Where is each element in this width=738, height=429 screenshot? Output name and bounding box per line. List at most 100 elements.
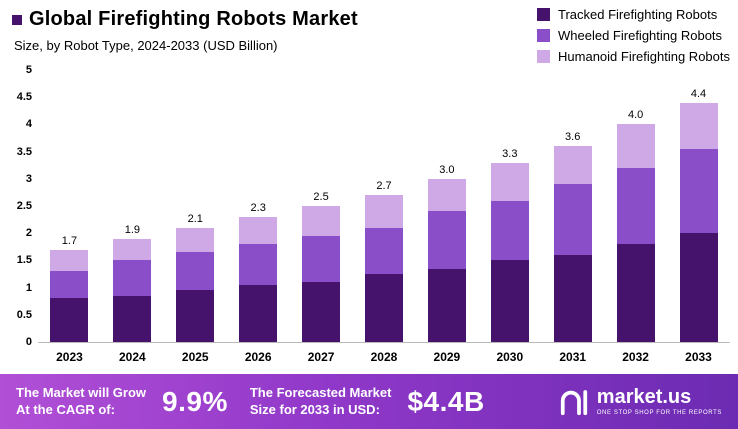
bar-stack: [490, 162, 529, 342]
bar-total-label: 3.3: [502, 147, 518, 160]
brand-logo: market.us ONE STOP SHOP FOR THE REPORTS: [559, 386, 722, 417]
bar-segment-humanoid: [364, 195, 403, 228]
y-tick-label: 3: [25, 172, 32, 185]
bar-total-label: 1.9: [124, 223, 140, 236]
y-tick-label: 2: [25, 227, 32, 240]
bar-column: 2.5: [290, 191, 353, 342]
bar-segment-wheeled: [679, 148, 718, 234]
forecast-value: $4.4B: [407, 385, 485, 417]
plot-area: 1.7 1.9 2.1 2.3 2.5 2.7 3.0 3.3 3.6 4.0 4.4: [38, 70, 730, 343]
bar-segment-tracked: [679, 233, 718, 342]
bar-stack: [364, 195, 403, 342]
bar-total-label: 2.7: [376, 180, 392, 193]
bar-segment-tracked: [616, 244, 655, 342]
brand-name: market.us: [596, 386, 692, 409]
bar-segment-wheeled: [113, 260, 152, 296]
bar-total-label: 4.4: [690, 87, 707, 100]
bar-total-label: 3.0: [439, 163, 455, 176]
x-tick-label: 2028: [370, 350, 398, 364]
bar-segment-wheeled: [239, 244, 278, 285]
bar-stack: [176, 227, 215, 342]
forecast-label: The Forecasted Market Size for 2033 in U…: [250, 385, 392, 419]
legend-label-humanoid: Humanoid Firefighting Robots: [558, 49, 730, 64]
bar-segment-tracked: [364, 274, 403, 342]
bar-segment-wheeled: [490, 200, 529, 261]
bar-stack: [113, 238, 152, 342]
bar-segment-tracked: [427, 268, 466, 342]
legend-swatch-tracked-icon: [537, 8, 551, 21]
y-tick-label: 4: [25, 118, 32, 131]
bar-stack: [679, 102, 718, 342]
legend-item-wheeled: Wheeled Firefighting Robots: [537, 28, 730, 43]
chart-area: 0 0.5 1 1.5 2 2.5 3 3.5 4 4.5 5 1.7 1.9 2.1 2.3 2.5 2.7…: [8, 64, 730, 364]
y-tick-label: 0.5: [16, 308, 32, 321]
x-tick-label: 2032: [622, 350, 649, 364]
bar-stack: [427, 178, 466, 342]
bar-total-label: 2.1: [187, 212, 203, 225]
chart-header: Global Firefighting Robots Market Size, …: [12, 8, 358, 53]
cagr-value: 9.9%: [162, 385, 228, 417]
bar-total-label: 1.7: [61, 234, 78, 247]
bar-segment-wheeled: [364, 227, 403, 274]
x-tick-label: 2029: [433, 350, 461, 364]
bar-segment-humanoid: [50, 249, 89, 272]
x-tick-label: 2027: [307, 350, 335, 364]
y-tick-label: 1: [25, 281, 32, 294]
bar-segment-humanoid: [176, 227, 215, 253]
bar-segment-wheeled: [50, 271, 89, 299]
y-axis: 0 0.5 1 1.5 2 2.5 3 3.5 4 4.5 5: [8, 64, 38, 348]
bar-segment-humanoid: [113, 238, 152, 261]
bar-segment-humanoid: [553, 146, 592, 185]
x-tick-label: 2026: [244, 350, 272, 364]
page-title: Global Firefighting Robots Market: [29, 8, 358, 30]
x-tick-label: 2025: [181, 350, 209, 364]
legend-label-tracked: Tracked Firefighting Robots: [558, 7, 718, 22]
y-tick-label: 1.5: [16, 254, 32, 267]
bar-segment-tracked: [239, 284, 278, 342]
bar-stack: [302, 206, 341, 342]
bar-segment-humanoid: [616, 124, 655, 168]
bar-column: 3.3: [478, 147, 541, 342]
bar-segment-tracked: [50, 298, 89, 342]
bar-stack: [50, 249, 89, 342]
cagr-label-line2: At the CAGR of:: [16, 401, 115, 417]
x-tick-label: 2023: [56, 350, 83, 364]
x-tick-label: 2033: [685, 350, 712, 364]
bar-total-label: 2.5: [313, 191, 329, 204]
y-tick-label: 5: [25, 64, 32, 76]
bar-column: 3.6: [541, 131, 604, 342]
bar-segment-wheeled: [427, 211, 466, 269]
x-tick-label: 2024: [119, 350, 146, 364]
bar-segment-humanoid: [302, 206, 341, 236]
bar-segment-wheeled: [616, 167, 655, 245]
legend-item-humanoid: Humanoid Firefighting Robots: [537, 49, 730, 64]
bar-segment-wheeled: [553, 184, 592, 255]
bar-column: 2.1: [164, 213, 227, 342]
legend-swatch-humanoid-icon: [537, 50, 551, 63]
bar-stack: [616, 124, 655, 342]
bar-total-label: 2.3: [250, 201, 266, 214]
cagr-label-line1: The Market will Grow: [16, 384, 147, 400]
bar-segment-wheeled: [302, 235, 341, 283]
x-axis-labels: 2023 2024 2025 2026 2027 2028 2029 2030 2031 2032…: [38, 350, 730, 364]
bars-container: 1.7 1.9 2.1 2.3 2.5 2.7 3.0 3.3 3.6 4.0 4.4: [38, 70, 730, 342]
footer-banner: The Market will Grow At the CAGR of: 9.9…: [0, 374, 738, 429]
legend-label-wheeled: Wheeled Firefighting Robots: [558, 28, 723, 43]
forecast-label-line2: Size for 2033 in USD:: [249, 401, 380, 417]
bar-segment-tracked: [553, 254, 592, 342]
bar-segment-humanoid: [490, 162, 529, 201]
forecast-label-line1: The Forecasted Market: [249, 384, 392, 400]
cagr-label: The Market will Grow At the CAGR of:: [16, 385, 146, 419]
bar-stack: [553, 146, 592, 342]
bar-column: 1.7: [38, 235, 101, 342]
bar-segment-wheeled: [176, 252, 215, 291]
bar-column: 4.0: [604, 109, 667, 342]
title-bullet-icon: [12, 14, 22, 25]
bar-total-label: 3.6: [565, 131, 581, 144]
legend-item-tracked: Tracked Firefighting Robots: [537, 7, 730, 22]
bar-segment-tracked: [302, 282, 341, 342]
bar-column: 4.4: [667, 88, 730, 342]
bar-segment-tracked: [176, 290, 215, 342]
bar-stack: [239, 216, 278, 342]
y-tick-label: 3.5: [16, 145, 32, 158]
